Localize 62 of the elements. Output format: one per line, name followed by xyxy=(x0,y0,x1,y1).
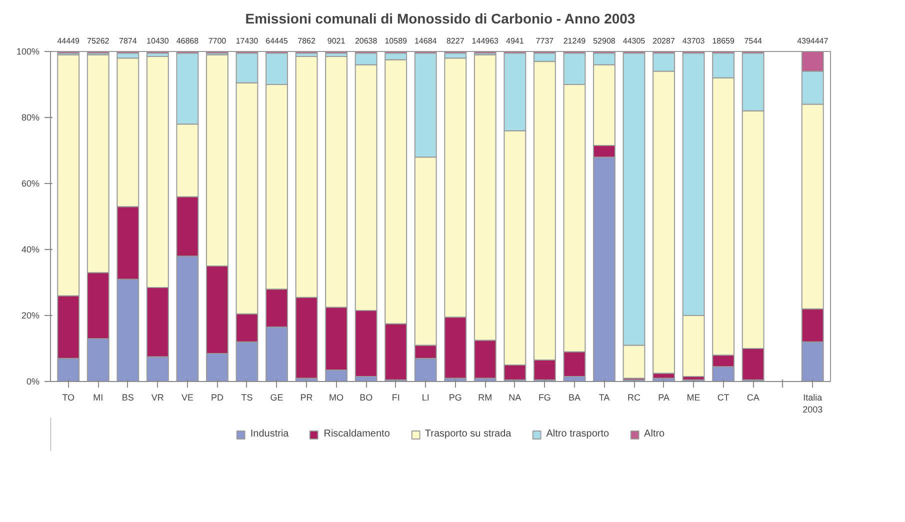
annotation: 10589 xyxy=(384,36,408,46)
annotation: 4394447 xyxy=(797,36,829,46)
x-tick-label: GE xyxy=(270,392,284,402)
x-tick-label: CT xyxy=(717,392,730,402)
chart-title: Emissioni comunali di Monossido di Carbonio - Anno 2003 xyxy=(245,10,636,26)
annotation: 8227 xyxy=(446,36,465,46)
annotation: 21249 xyxy=(563,36,586,46)
x-tick-label: Italia 2003 xyxy=(802,392,823,414)
legend-label: Altro trasporto xyxy=(546,428,610,440)
annotation: 20287 xyxy=(652,36,676,46)
x-tick-label: CA xyxy=(746,392,760,402)
x-tick-label: MI xyxy=(93,392,104,402)
x-tick-label: PD xyxy=(210,392,224,402)
x-tick-label: PR xyxy=(300,392,314,402)
legend-label: Trasporto su strada xyxy=(424,428,512,440)
annotation: 144963 xyxy=(472,36,500,46)
x-tick-label: BS xyxy=(122,392,134,402)
x-tick-label: BA xyxy=(568,392,580,402)
annotation: 43703 xyxy=(682,36,706,46)
annotation: 7700 xyxy=(208,36,227,46)
x-tick-label: RM xyxy=(478,392,492,402)
annotation: 9021 xyxy=(327,36,346,46)
x-tick-label: ME xyxy=(686,392,700,402)
annotation: 44305 xyxy=(622,36,646,46)
y-tick-label: 80% xyxy=(21,112,40,122)
x-tick-label: NA xyxy=(508,392,522,402)
x-tick-label: FG xyxy=(538,392,551,402)
x-tick-label: VE xyxy=(181,392,194,402)
y-tick-label: 60% xyxy=(21,178,40,188)
annotation: 4941 xyxy=(506,36,524,46)
annotation: 10430 xyxy=(146,36,170,46)
legend-label: Industria xyxy=(250,428,289,440)
annotation: 52908 xyxy=(593,36,616,46)
x-tick-label: RC xyxy=(628,392,642,402)
annotation: 7737 xyxy=(536,36,554,46)
y-tick-label: 0% xyxy=(26,376,40,386)
y-tick-label: 100% xyxy=(16,46,40,56)
x-tick-label: VR xyxy=(151,392,164,402)
annotation: 7874 xyxy=(119,36,138,46)
x-tick-label: PA xyxy=(658,392,670,402)
legend-label: Altro xyxy=(644,428,665,440)
annotation: 18659 xyxy=(712,36,735,46)
x-tick-label: BO xyxy=(360,392,373,402)
y-tick-label: 40% xyxy=(21,244,40,254)
legend-label: Riscaldamento xyxy=(324,428,390,440)
annotation: 46868 xyxy=(176,36,200,46)
annotation: 14684 xyxy=(414,36,438,46)
annotation: 20638 xyxy=(354,36,378,46)
annotation: 64445 xyxy=(266,36,288,46)
x-tick-label: TA xyxy=(598,392,610,402)
y-tick-label: 20% xyxy=(21,310,40,320)
annotation: 17430 xyxy=(236,36,259,46)
annotation: 44449 xyxy=(57,36,80,46)
annotation: 7862 xyxy=(298,36,316,46)
x-tick-label: PG xyxy=(448,392,462,402)
x-tick-label: TO xyxy=(62,392,75,402)
annotation: 75262 xyxy=(87,36,110,46)
x-tick-label: MO xyxy=(329,392,344,402)
x-tick-label: FI xyxy=(392,392,400,402)
annotation: 7544 xyxy=(744,36,763,46)
x-tick-label: LI xyxy=(422,392,430,402)
x-tick-label: TS xyxy=(241,392,253,402)
